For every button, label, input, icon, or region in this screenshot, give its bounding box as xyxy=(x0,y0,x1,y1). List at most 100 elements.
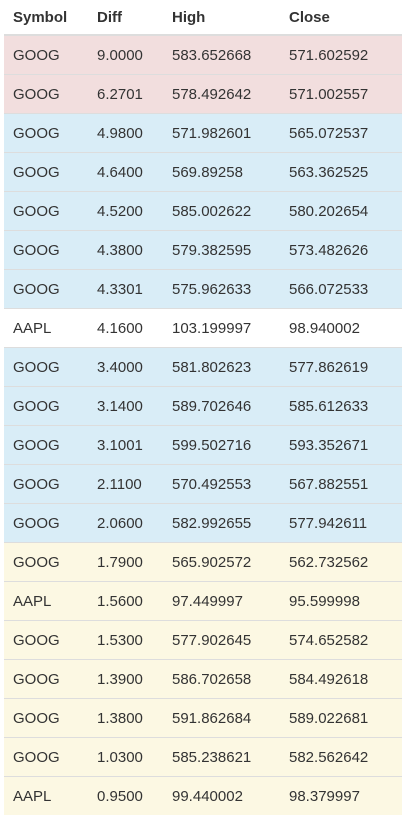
table-row: GOOG 1.0300 585.238621 582.562642 xyxy=(4,737,402,777)
cell-symbol: GOOG xyxy=(4,386,88,426)
cell-diff: 1.0300 xyxy=(88,737,163,777)
cell-close: 566.072533 xyxy=(280,269,402,309)
table-row: AAPL 1.5600 97.449997 95.599998 xyxy=(4,581,402,621)
cell-high: 97.449997 xyxy=(163,581,280,621)
table-body: GOOG 9.0000 583.652668 571.602592 GOOG 6.2701… xyxy=(4,34,402,815)
header-symbol[interactable]: Symbol xyxy=(4,0,88,36)
cell-high: 583.652668 xyxy=(163,34,280,75)
table-row: GOOG 1.7900 565.902572 562.732562 xyxy=(4,542,402,582)
cell-high: 589.702646 xyxy=(163,386,280,426)
table-row: GOOG 2.0600 582.992655 577.942611 xyxy=(4,503,402,543)
cell-diff: 1.5300 xyxy=(88,620,163,660)
cell-diff: 4.3800 xyxy=(88,230,163,270)
table-row: GOOG 3.4000 581.802623 577.862619 xyxy=(4,347,402,387)
cell-high: 586.702658 xyxy=(163,659,280,699)
header-high[interactable]: High xyxy=(163,0,280,36)
cell-diff: 9.0000 xyxy=(88,34,163,75)
cell-high: 599.502716 xyxy=(163,425,280,465)
cell-symbol: GOOG xyxy=(4,347,88,387)
cell-close: 563.362525 xyxy=(280,152,402,192)
cell-close: 571.002557 xyxy=(280,74,402,114)
cell-high: 565.902572 xyxy=(163,542,280,582)
cell-high: 99.440002 xyxy=(163,776,280,815)
cell-symbol: GOOG xyxy=(4,152,88,192)
cell-high: 579.382595 xyxy=(163,230,280,270)
cell-high: 569.89258 xyxy=(163,152,280,192)
cell-high: 591.862684 xyxy=(163,698,280,738)
cell-symbol: GOOG xyxy=(4,659,88,699)
cell-diff: 4.6400 xyxy=(88,152,163,192)
cell-symbol: GOOG xyxy=(4,698,88,738)
table-row: GOOG 4.9800 571.982601 565.072537 xyxy=(4,113,402,153)
table-row: GOOG 2.1100 570.492553 567.882551 xyxy=(4,464,402,504)
cell-diff: 2.0600 xyxy=(88,503,163,543)
cell-diff: 3.1400 xyxy=(88,386,163,426)
header-close[interactable]: Close xyxy=(280,0,402,36)
cell-diff: 4.9800 xyxy=(88,113,163,153)
cell-symbol: AAPL xyxy=(4,308,88,348)
cell-close: 565.072537 xyxy=(280,113,402,153)
cell-diff: 1.3900 xyxy=(88,659,163,699)
cell-close: 574.652582 xyxy=(280,620,402,660)
table-row: GOOG 1.5300 577.902645 574.652582 xyxy=(4,620,402,660)
cell-close: 577.862619 xyxy=(280,347,402,387)
cell-diff: 4.1600 xyxy=(88,308,163,348)
table-row: GOOG 4.3301 575.962633 566.072533 xyxy=(4,269,402,309)
cell-symbol: AAPL xyxy=(4,776,88,815)
table-row: GOOG 4.6400 569.89258 563.362525 xyxy=(4,152,402,192)
cell-close: 98.379997 xyxy=(280,776,402,815)
cell-high: 585.002622 xyxy=(163,191,280,231)
cell-close: 593.352671 xyxy=(280,425,402,465)
cell-close: 571.602592 xyxy=(280,34,402,75)
cell-high: 570.492553 xyxy=(163,464,280,504)
table-row: GOOG 9.0000 583.652668 571.602592 xyxy=(4,34,402,75)
cell-diff: 4.5200 xyxy=(88,191,163,231)
cell-close: 562.732562 xyxy=(280,542,402,582)
cell-high: 575.962633 xyxy=(163,269,280,309)
cell-high: 577.902645 xyxy=(163,620,280,660)
cell-symbol: AAPL xyxy=(4,581,88,621)
cell-symbol: GOOG xyxy=(4,191,88,231)
stock-table: Symbol Diff High Close GOOG 9.0000 583.652… xyxy=(4,0,402,815)
cell-high: 585.238621 xyxy=(163,737,280,777)
header-diff[interactable]: Diff xyxy=(88,0,163,36)
cell-symbol: GOOG xyxy=(4,620,88,660)
cell-diff: 3.4000 xyxy=(88,347,163,387)
cell-symbol: GOOG xyxy=(4,503,88,543)
table-row: AAPL 0.9500 99.440002 98.379997 xyxy=(4,776,402,815)
cell-high: 578.492642 xyxy=(163,74,280,114)
cell-diff: 4.3301 xyxy=(88,269,163,309)
cell-diff: 1.7900 xyxy=(88,542,163,582)
cell-symbol: GOOG xyxy=(4,542,88,582)
cell-symbol: GOOG xyxy=(4,269,88,309)
cell-symbol: GOOG xyxy=(4,34,88,75)
cell-symbol: GOOG xyxy=(4,74,88,114)
table-row: GOOG 3.1400 589.702646 585.612633 xyxy=(4,386,402,426)
cell-diff: 1.5600 xyxy=(88,581,163,621)
cell-close: 582.562642 xyxy=(280,737,402,777)
table-header: Symbol Diff High Close xyxy=(4,0,402,36)
cell-close: 589.022681 xyxy=(280,698,402,738)
cell-close: 585.612633 xyxy=(280,386,402,426)
cell-close: 98.940002 xyxy=(280,308,402,348)
cell-diff: 0.9500 xyxy=(88,776,163,815)
cell-close: 573.482626 xyxy=(280,230,402,270)
cell-diff: 1.3800 xyxy=(88,698,163,738)
cell-symbol: GOOG xyxy=(4,737,88,777)
table-row: GOOG 6.2701 578.492642 571.002557 xyxy=(4,74,402,114)
cell-diff: 3.1001 xyxy=(88,425,163,465)
cell-symbol: GOOG xyxy=(4,113,88,153)
table-row: GOOG 3.1001 599.502716 593.352671 xyxy=(4,425,402,465)
cell-high: 103.199997 xyxy=(163,308,280,348)
cell-high: 571.982601 xyxy=(163,113,280,153)
cell-close: 577.942611 xyxy=(280,503,402,543)
header-row: Symbol Diff High Close xyxy=(4,0,402,36)
table-row: GOOG 4.3800 579.382595 573.482626 xyxy=(4,230,402,270)
cell-diff: 2.1100 xyxy=(88,464,163,504)
table-row: AAPL 4.1600 103.199997 98.940002 xyxy=(4,308,402,348)
cell-close: 95.599998 xyxy=(280,581,402,621)
cell-high: 581.802623 xyxy=(163,347,280,387)
cell-high: 582.992655 xyxy=(163,503,280,543)
table-row: GOOG 1.3800 591.862684 589.022681 xyxy=(4,698,402,738)
cell-symbol: GOOG xyxy=(4,230,88,270)
